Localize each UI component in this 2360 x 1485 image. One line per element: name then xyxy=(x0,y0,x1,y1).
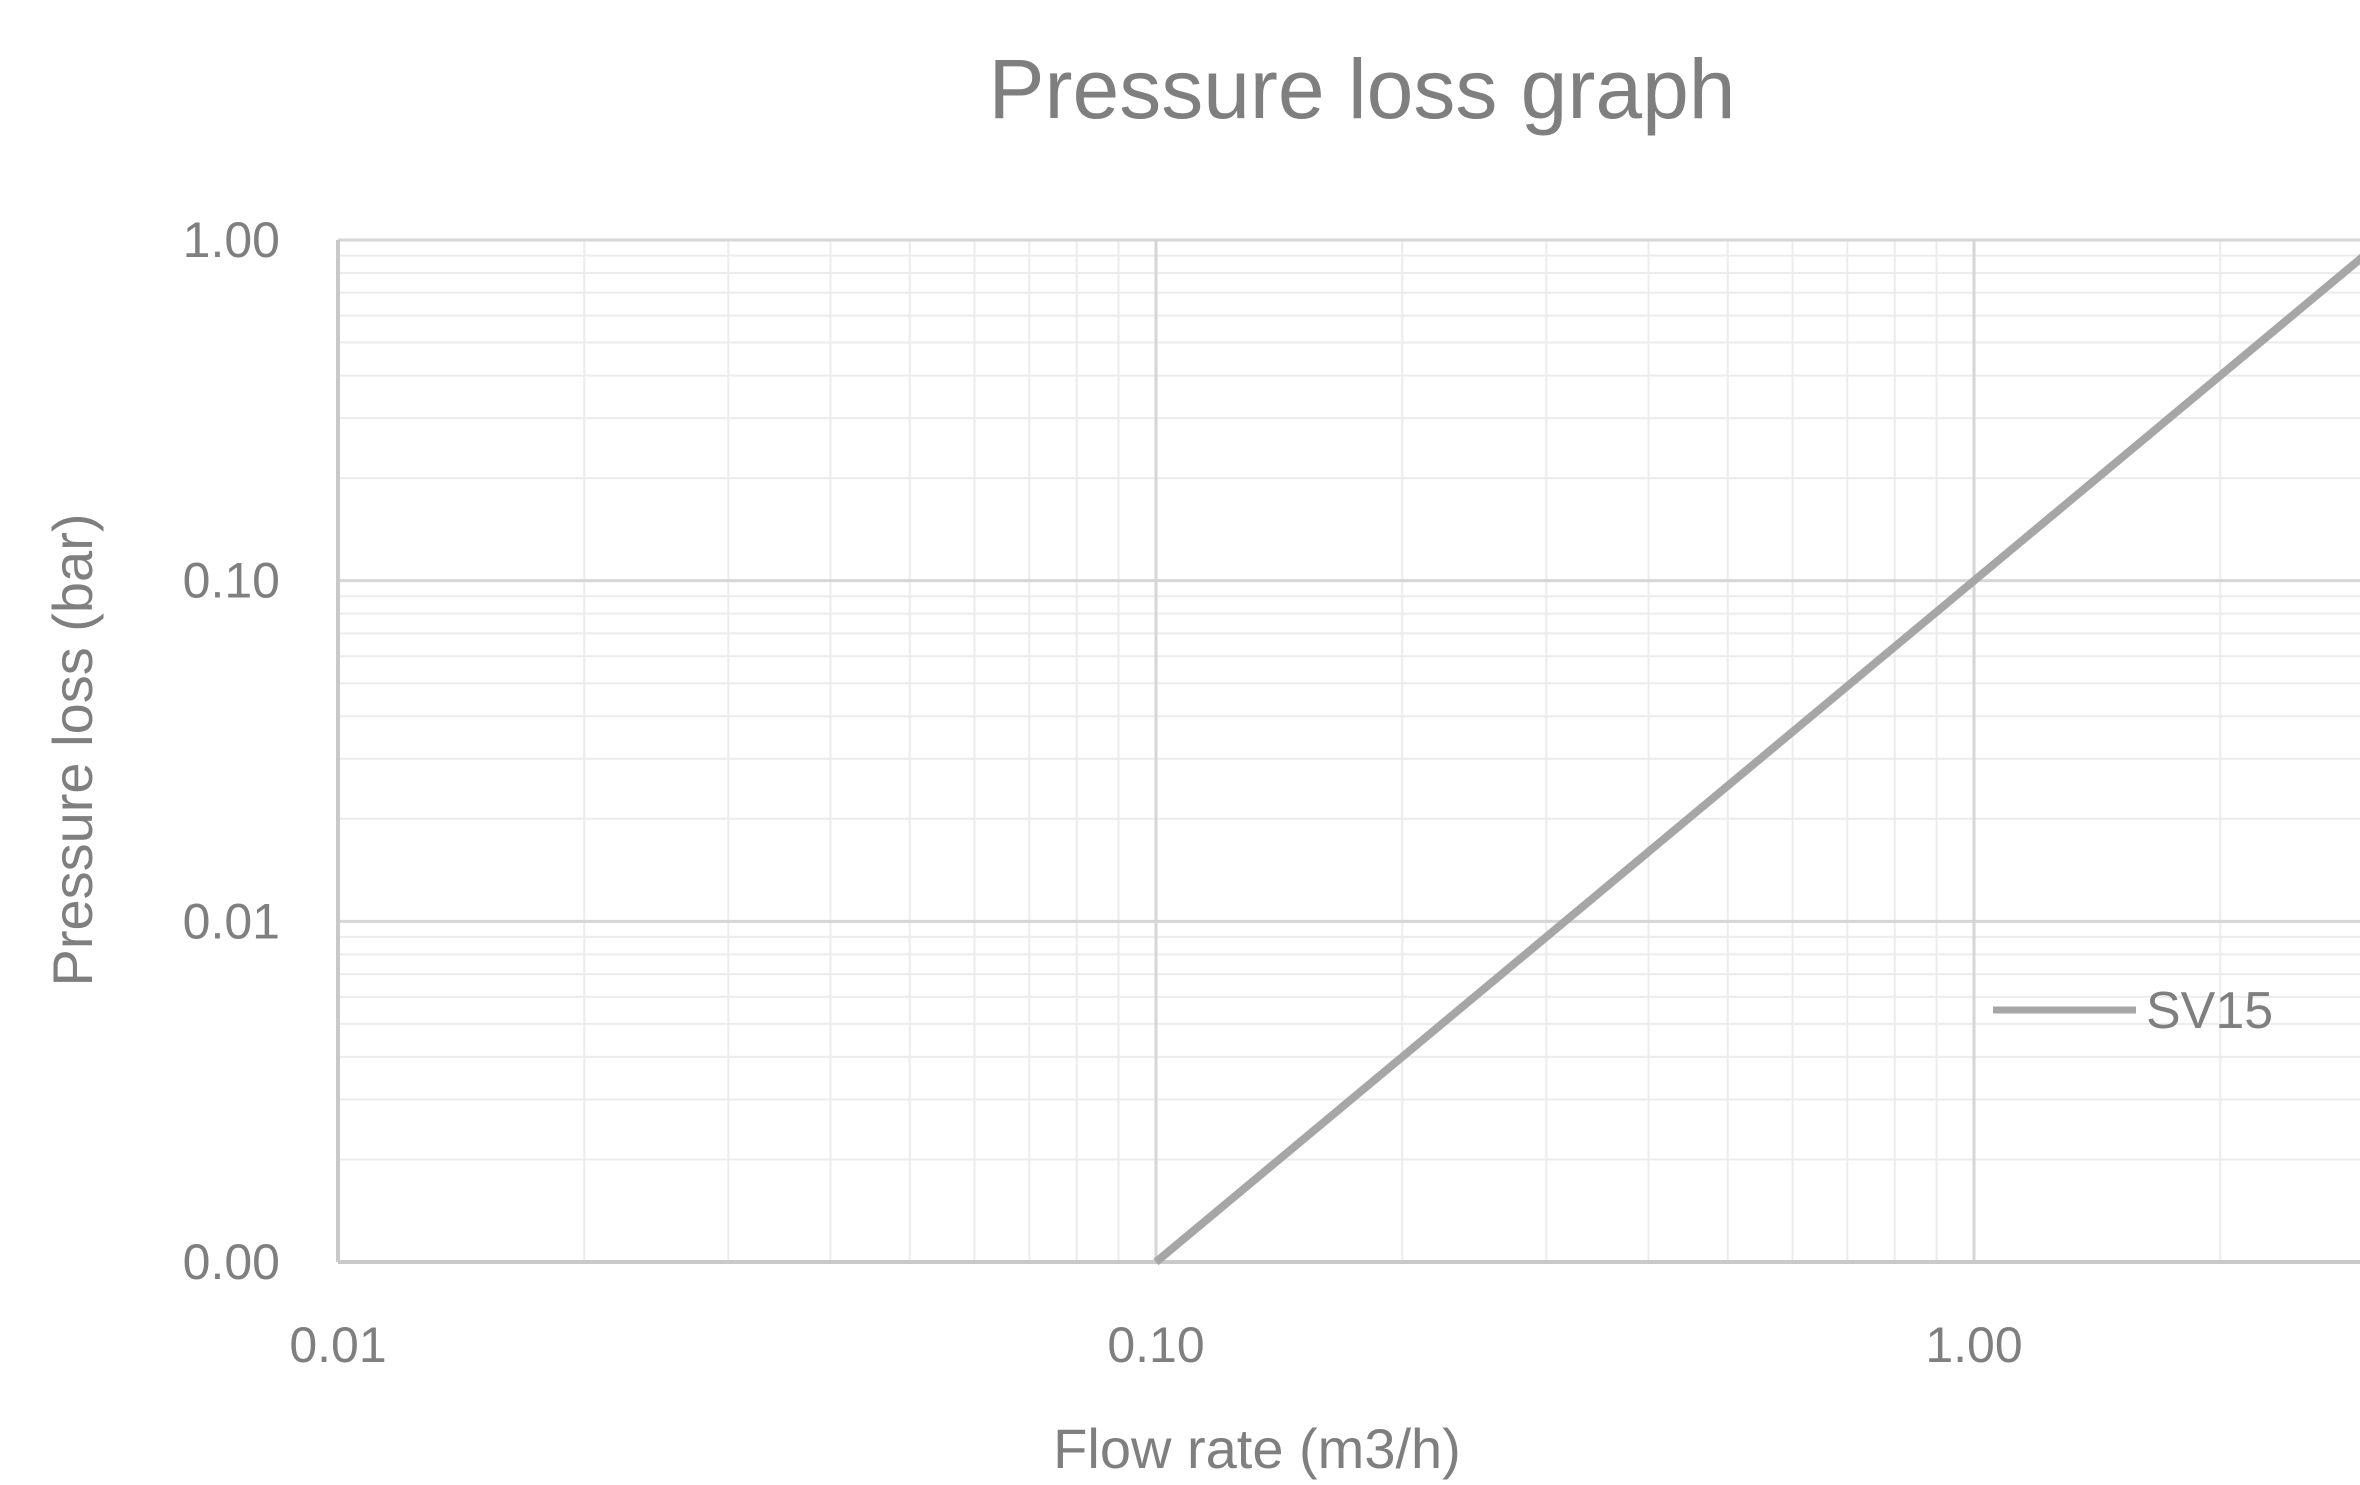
x-axis-title: Flow rate (m3/h) xyxy=(1053,1417,1461,1480)
y-tick-label: 0.01 xyxy=(183,893,280,949)
chart-title: Pressure loss graph xyxy=(988,42,1735,136)
tick-labels: 0.01 0.10 1.000.000.010.101.00 xyxy=(183,212,2023,1373)
x-tick-label: 0.01 xyxy=(289,1317,386,1373)
y-axis-title: Pressure loss (bar) xyxy=(41,513,104,986)
y-tick-label: 0.00 xyxy=(183,1234,280,1290)
x-tick-label: 0.10 xyxy=(1107,1317,1204,1373)
axes xyxy=(336,240,2360,1264)
y-tick-label: 0.10 xyxy=(183,553,280,609)
minor-gridlines xyxy=(338,240,2360,1262)
legend: SV15 xyxy=(1993,982,2273,1040)
series-line-sv15 xyxy=(1153,253,2360,1266)
series-layer xyxy=(1153,253,2360,1266)
legend-label-sv15: SV15 xyxy=(2146,982,2273,1040)
y-tick-label: 1.00 xyxy=(183,212,280,268)
x-tick-label: 1.00 xyxy=(1925,1317,2022,1373)
